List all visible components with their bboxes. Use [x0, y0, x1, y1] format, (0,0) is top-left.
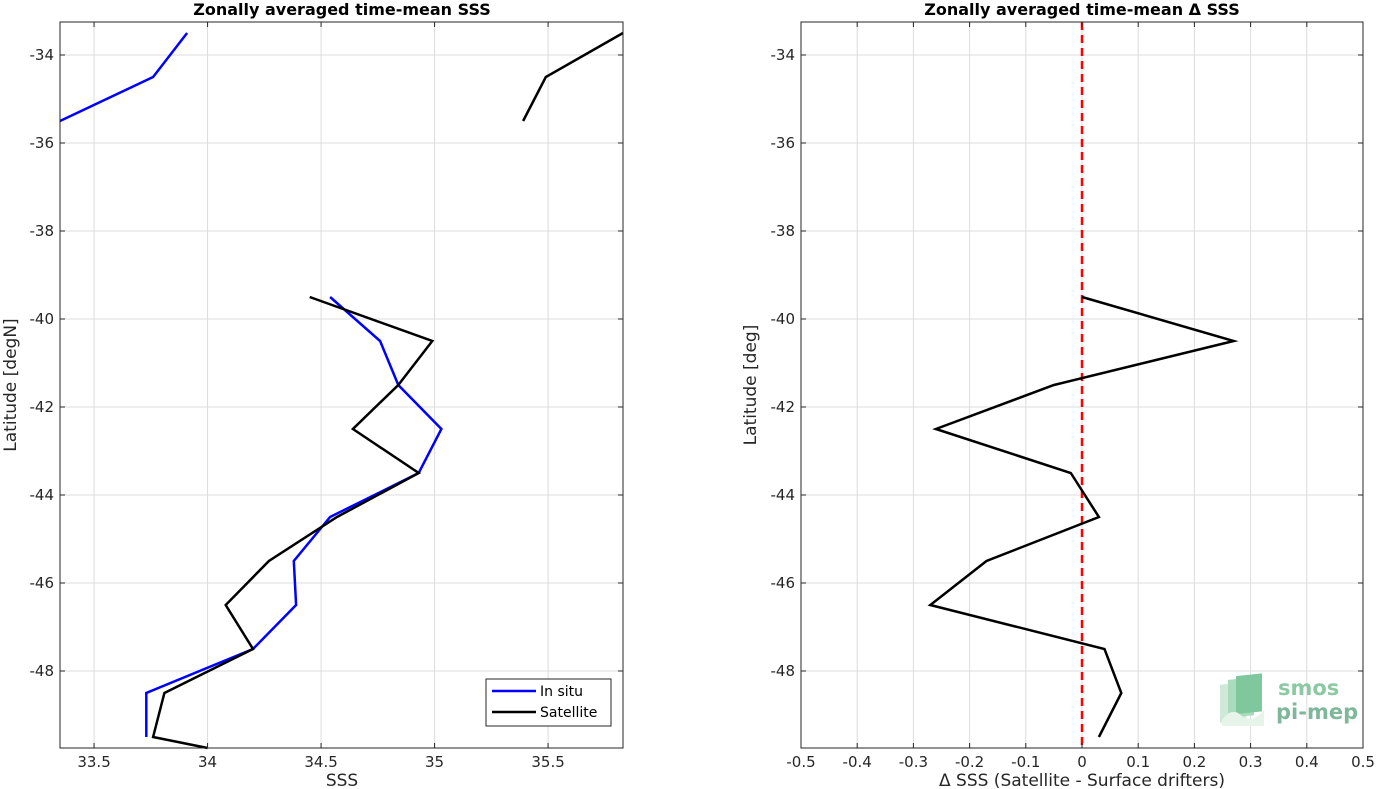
chart-title: Zonally averaged time-mean Δ SSS: [924, 0, 1240, 19]
x-tick-label: 0.3: [1239, 753, 1263, 771]
x-tick-label: 33.5: [77, 753, 110, 771]
legend: In situ Satellite: [485, 678, 612, 727]
y-tick-label: -34: [30, 46, 55, 64]
y-tick-label: -36: [771, 134, 796, 152]
logo-text-pi-mep: pi-mep: [1276, 700, 1358, 724]
x-tick-label: -0.5: [786, 753, 815, 771]
x-tick-label: 0.5: [1351, 753, 1375, 771]
y-tick-label: -44: [771, 486, 796, 504]
y-tick-label: -48: [30, 662, 55, 680]
y-axis-label: Latitude [degN]: [1, 318, 21, 451]
y-tick-label: -42: [30, 398, 55, 416]
x-axis-label: Δ SSS (Satellite - Surface drifters): [939, 771, 1225, 789]
x-tick-label: 0: [1077, 753, 1087, 771]
smos-pi-mep-logo: smos pi-mep: [1220, 673, 1358, 726]
tick-labels: -0.5 -0.4 -0.3 -0.2 -0.1 0 0.1 0.2 0.3 0.4 0.5 -34 -…: [771, 22, 1375, 771]
x-tick-label: -0.3: [899, 753, 928, 771]
y-tick-label: -44: [30, 486, 55, 504]
legend-label-satellite: Satellite: [540, 705, 597, 721]
x-tick-label: 35: [425, 753, 444, 771]
x-tick-label: 0.2: [1182, 753, 1206, 771]
series-line-delta-sss: [927, 295, 1239, 738]
x-tick-label: 34.5: [304, 753, 337, 771]
series-group: [59, 31, 624, 750]
x-tick-label: -0.2: [955, 753, 984, 771]
y-tick-label: -36: [30, 134, 55, 152]
sss-panel: Zonally averaged time-mean SSS 33.5 34 34.…: [1, 0, 624, 789]
series-line-satellite: [521, 31, 624, 122]
x-tick-label: -0.4: [843, 753, 872, 771]
y-tick-label: -38: [771, 222, 796, 240]
y-tick-label: -40: [771, 310, 796, 328]
y-axis-label: Latitude [deg]: [741, 325, 761, 446]
y-tick-label: -48: [771, 662, 796, 680]
logo-text-smos: smos: [1278, 676, 1339, 700]
x-tick-label: 0.1: [1126, 753, 1150, 771]
logo-mark-icon: [1220, 673, 1264, 726]
grid: [60, 22, 623, 748]
series-line-in-situ: [59, 32, 189, 123]
series-group: [927, 295, 1239, 738]
y-tick-label: -46: [30, 574, 55, 592]
y-tick-label: -46: [771, 574, 796, 592]
series-line-in-situ: [145, 296, 443, 737]
plot-frame: [59, 21, 624, 749]
legend-box: [485, 678, 612, 727]
tick-labels: 33.5 34 34.5 35 35.5 -34 -36 -38 -40 -42 -44 -46 -48: [30, 22, 623, 771]
legend-label-in-situ: In situ: [540, 684, 583, 700]
y-tick-label: -38: [30, 222, 55, 240]
y-tick-label: -34: [771, 46, 796, 64]
delta-sss-panel: Zonally averaged time-mean Δ SSS -0.5 -0.…: [741, 0, 1375, 789]
series-line-satellite: [151, 295, 435, 750]
x-axis-label: SSS: [326, 771, 358, 789]
y-tick-label: -40: [30, 310, 55, 328]
y-tick-label: -42: [771, 398, 796, 416]
x-tick-label: 35.5: [531, 753, 564, 771]
x-tick-label: 0.4: [1295, 753, 1319, 771]
x-tick-label: 34: [198, 753, 217, 771]
x-tick-label: -0.1: [1011, 753, 1040, 771]
chart-title: Zonally averaged time-mean SSS: [193, 0, 491, 19]
